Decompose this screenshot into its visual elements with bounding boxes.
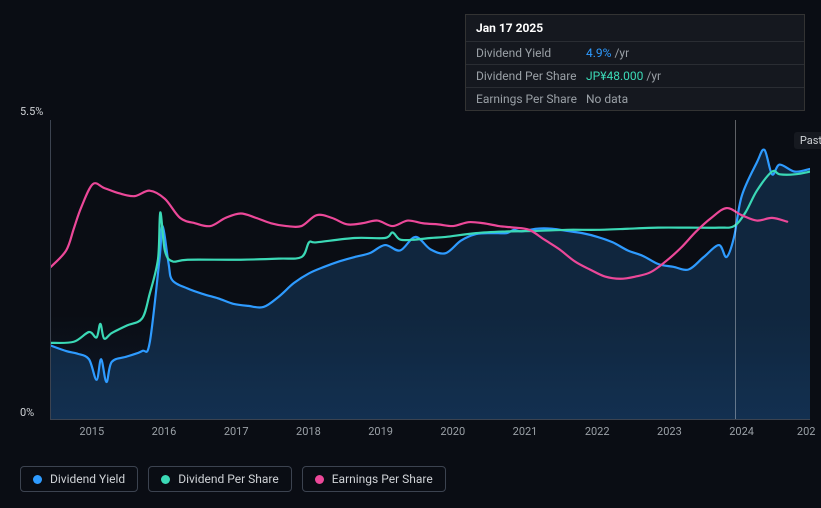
legend: Dividend Yield Dividend Per Share Earnings… [20,466,446,492]
x-tick: 2020 [440,425,465,438]
x-tick: 2015 [79,425,104,438]
tooltip-row-value: JP¥48.000/yr [586,69,661,83]
x-axis: 2015 2016 2017 2018 2019 2020 2021 2022 2023 2024… [50,425,810,445]
x-tick: 2019 [368,425,393,438]
x-tick: 202 [797,425,816,438]
legend-item-label: Dividend Yield [50,472,125,486]
tooltip-row-label: Earnings Per Share [476,92,586,106]
legend-dot [315,475,324,484]
tooltip-row: Dividend Yield4.9%/yr [466,41,804,64]
legend-item-label: Earnings Per Share [332,472,433,486]
dividend-chart[interactable]: 5.5% 0% Past 201520162017201820192020202… [20,110,810,455]
x-tick: 2016 [152,425,177,438]
x-tick: 2023 [657,425,682,438]
tooltip-row-label: Dividend Per Share [476,69,586,83]
x-tick: 2024 [729,425,754,438]
tooltip-row: Earnings Per ShareNo data [466,87,804,110]
legend-dot [161,475,170,484]
chart-tooltip: Jan 17 2025 Dividend Yield4.9%/yrDividen… [465,14,805,111]
tooltip-row-value: 4.9%/yr [586,46,629,60]
x-tick: 2022 [585,425,610,438]
legend-item[interactable]: Dividend Yield [20,466,138,492]
tooltip-row: Dividend Per ShareJP¥48.000/yr [466,64,804,87]
tooltip-date: Jan 17 2025 [466,15,804,41]
tooltip-row-value: No data [586,92,628,106]
plot-area[interactable]: Past [50,120,810,420]
x-tick: 2021 [513,425,538,438]
legend-item[interactable]: Earnings Per Share [302,466,446,492]
y-axis-min: 0% [20,406,34,419]
x-tick: 2018 [296,425,321,438]
x-tick: 2017 [224,425,249,438]
legend-item[interactable]: Dividend Per Share [148,466,292,492]
legend-dot [33,475,42,484]
past-label: Past [794,132,821,149]
y-axis-max: 5.5% [20,105,43,118]
legend-item-label: Dividend Per Share [178,472,279,486]
series-area [51,150,810,419]
tooltip-row-label: Dividend Yield [476,46,586,60]
